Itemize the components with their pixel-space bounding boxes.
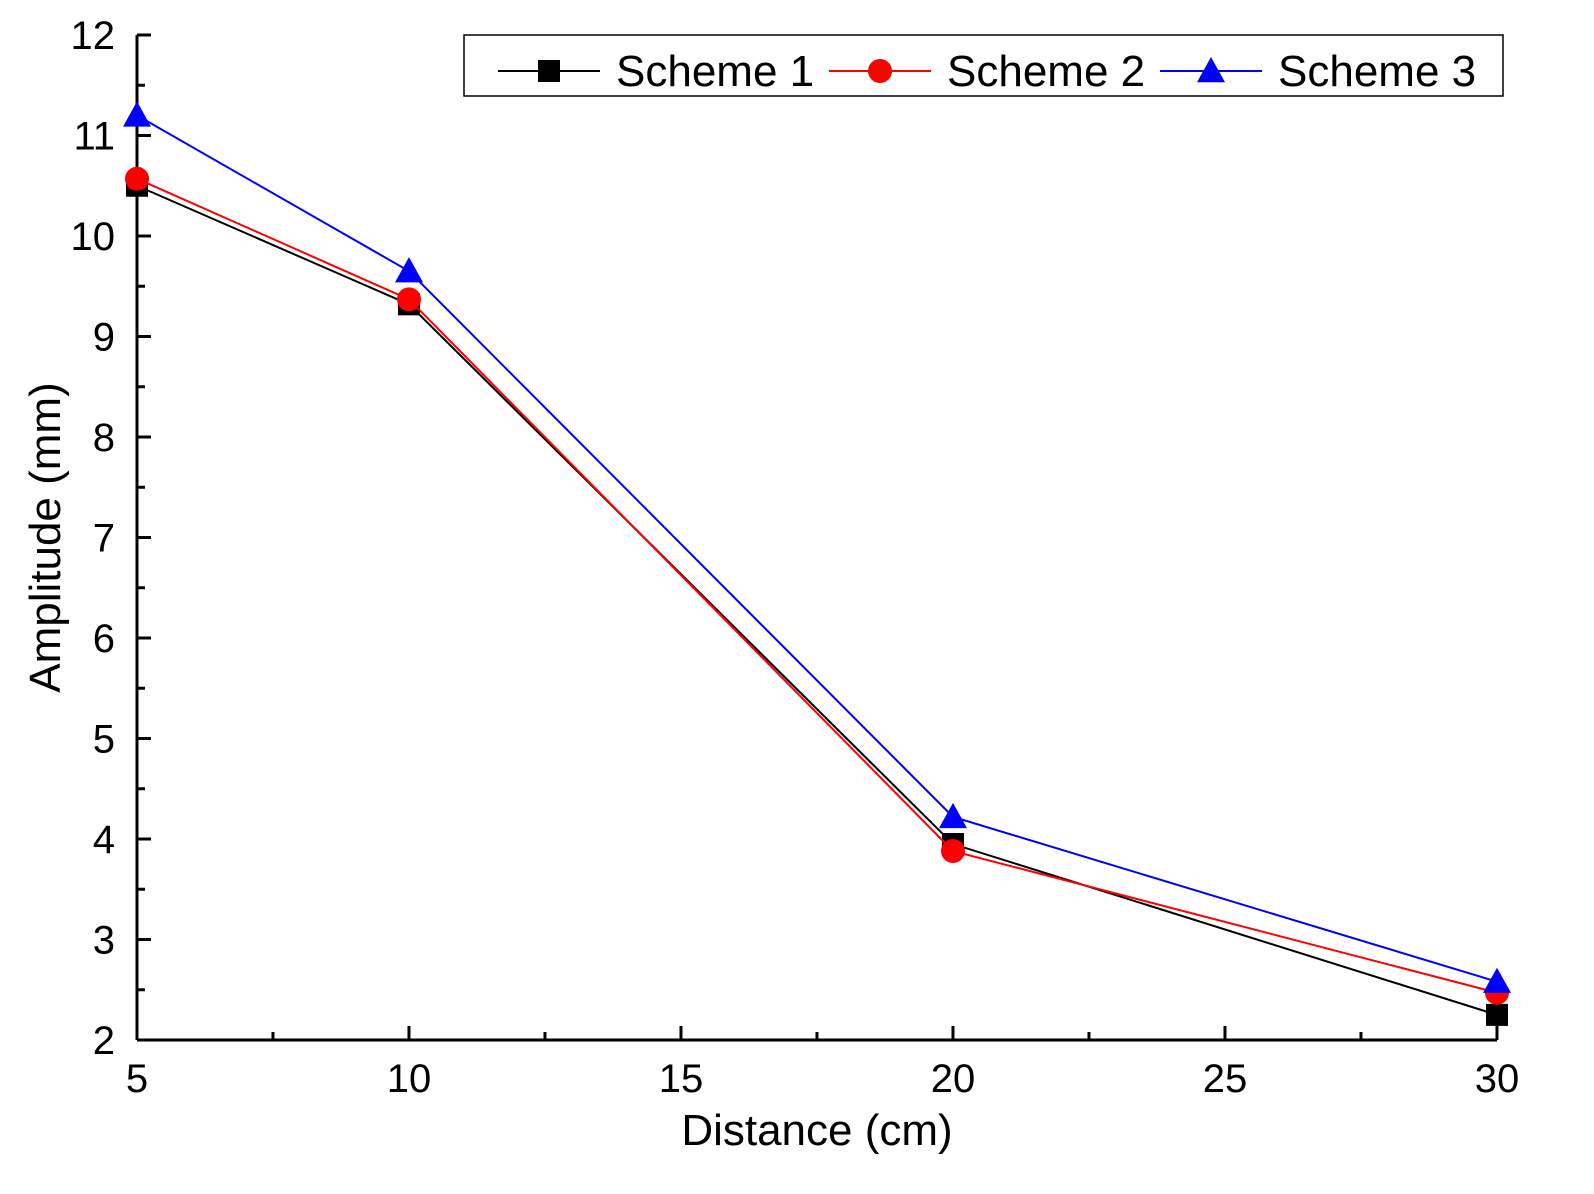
legend-marker xyxy=(1197,57,1225,83)
series-2 xyxy=(125,166,1509,1005)
y-tick-label: 9 xyxy=(93,316,115,360)
legend-label: Scheme 1 xyxy=(616,47,814,96)
data-point xyxy=(939,802,967,829)
data-point xyxy=(1486,1003,1508,1026)
data-point xyxy=(941,839,965,864)
y-tick-label: 8 xyxy=(93,416,115,460)
y-tick-label: 2 xyxy=(93,1019,115,1063)
x-axis-title: Distance (cm) xyxy=(681,1106,952,1155)
y-tick-label: 5 xyxy=(93,718,115,762)
legend-entry: Scheme 1 xyxy=(498,47,814,96)
series-line xyxy=(136,114,1498,983)
legend-box xyxy=(463,34,1504,97)
series-line xyxy=(136,177,1498,994)
x-tick-label: 5 xyxy=(126,1057,148,1101)
legend-label: Scheme 2 xyxy=(947,47,1145,96)
axes: 5 10 15 20 25 30 2 3 4 5 6 7 8 9 10 11 12 xyxy=(71,14,1520,1101)
y-tick-label: 3 xyxy=(93,919,115,963)
data-point xyxy=(397,287,421,312)
series-3 xyxy=(123,101,1511,993)
y-tick-label: 12 xyxy=(71,14,116,58)
y-axis-title: Amplitude (mm) xyxy=(21,382,70,693)
data-point xyxy=(123,101,151,127)
data-point xyxy=(395,257,423,283)
legend-entry: Scheme 2 xyxy=(829,47,1145,96)
legend-marker xyxy=(538,60,560,82)
y-tick-label: 6 xyxy=(93,617,115,661)
x-tick-label: 20 xyxy=(931,1057,976,1101)
x-tick-label: 15 xyxy=(659,1057,704,1101)
x-tick-label: 25 xyxy=(1203,1057,1248,1101)
data-point xyxy=(125,166,149,191)
x-tick-label: 10 xyxy=(387,1057,432,1101)
y-tick-label: 4 xyxy=(93,818,115,862)
legend-entry: Scheme 3 xyxy=(1160,47,1476,96)
series-1 xyxy=(126,174,1508,1026)
y-tick-label: 10 xyxy=(71,215,116,259)
y-tick-label: 11 xyxy=(73,115,115,159)
series-line xyxy=(136,184,1498,1016)
data-point xyxy=(1483,967,1511,993)
legend-label: Scheme 3 xyxy=(1278,47,1476,96)
legend: Scheme 1 Scheme 2 Scheme 3 xyxy=(463,34,1504,97)
y-tick-label: 7 xyxy=(93,517,115,561)
series-layer xyxy=(123,101,1511,1026)
x-tick-label: 30 xyxy=(1475,1057,1520,1101)
legend-marker xyxy=(868,59,892,83)
